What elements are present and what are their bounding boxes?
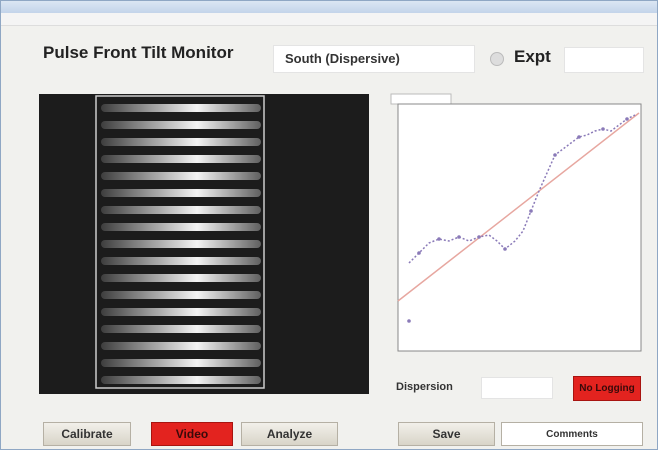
fringe <box>101 342 261 350</box>
fringe <box>101 325 261 333</box>
title-bar <box>1 1 658 13</box>
plot-area <box>398 104 641 351</box>
app-window: Pulse Front Tilt Monitor South (Dispersi… <box>0 0 658 450</box>
fringe <box>101 308 261 316</box>
camera-image <box>39 94 369 394</box>
comments-button[interactable]: Comments <box>501 422 643 446</box>
status-field <box>481 377 553 399</box>
plot-dropdown[interactable] <box>391 94 451 104</box>
menu-bar <box>1 13 658 26</box>
fringe-pattern <box>101 104 261 384</box>
plot-panel <box>381 91 656 369</box>
status-label: Dispersion <box>396 381 453 393</box>
fringe <box>101 104 261 112</box>
save-button[interactable]: Save <box>398 422 495 446</box>
fringe <box>101 121 261 129</box>
video-button[interactable]: Video <box>151 422 233 446</box>
calibrate-button[interactable]: Calibrate <box>43 422 131 446</box>
fringe <box>101 274 261 282</box>
mode-label: Expt <box>514 47 551 67</box>
fringe <box>101 138 261 146</box>
fringe <box>101 240 261 248</box>
fringe <box>101 155 261 163</box>
app-title: Pulse Front Tilt Monitor <box>43 43 233 63</box>
fringe <box>101 189 261 197</box>
logging-button[interactable]: No Logging <box>573 376 641 401</box>
fringe <box>101 206 261 214</box>
fringe <box>101 291 261 299</box>
analyze-button[interactable]: Analyze <box>241 422 338 446</box>
fringe <box>101 223 261 231</box>
direction-text: South (Dispersive) <box>285 51 400 66</box>
fringe <box>101 376 261 384</box>
fringe <box>101 172 261 180</box>
fringe <box>101 257 261 265</box>
mode-indicator[interactable] <box>490 52 504 66</box>
fringe <box>101 359 261 367</box>
mode-field[interactable] <box>564 47 644 73</box>
